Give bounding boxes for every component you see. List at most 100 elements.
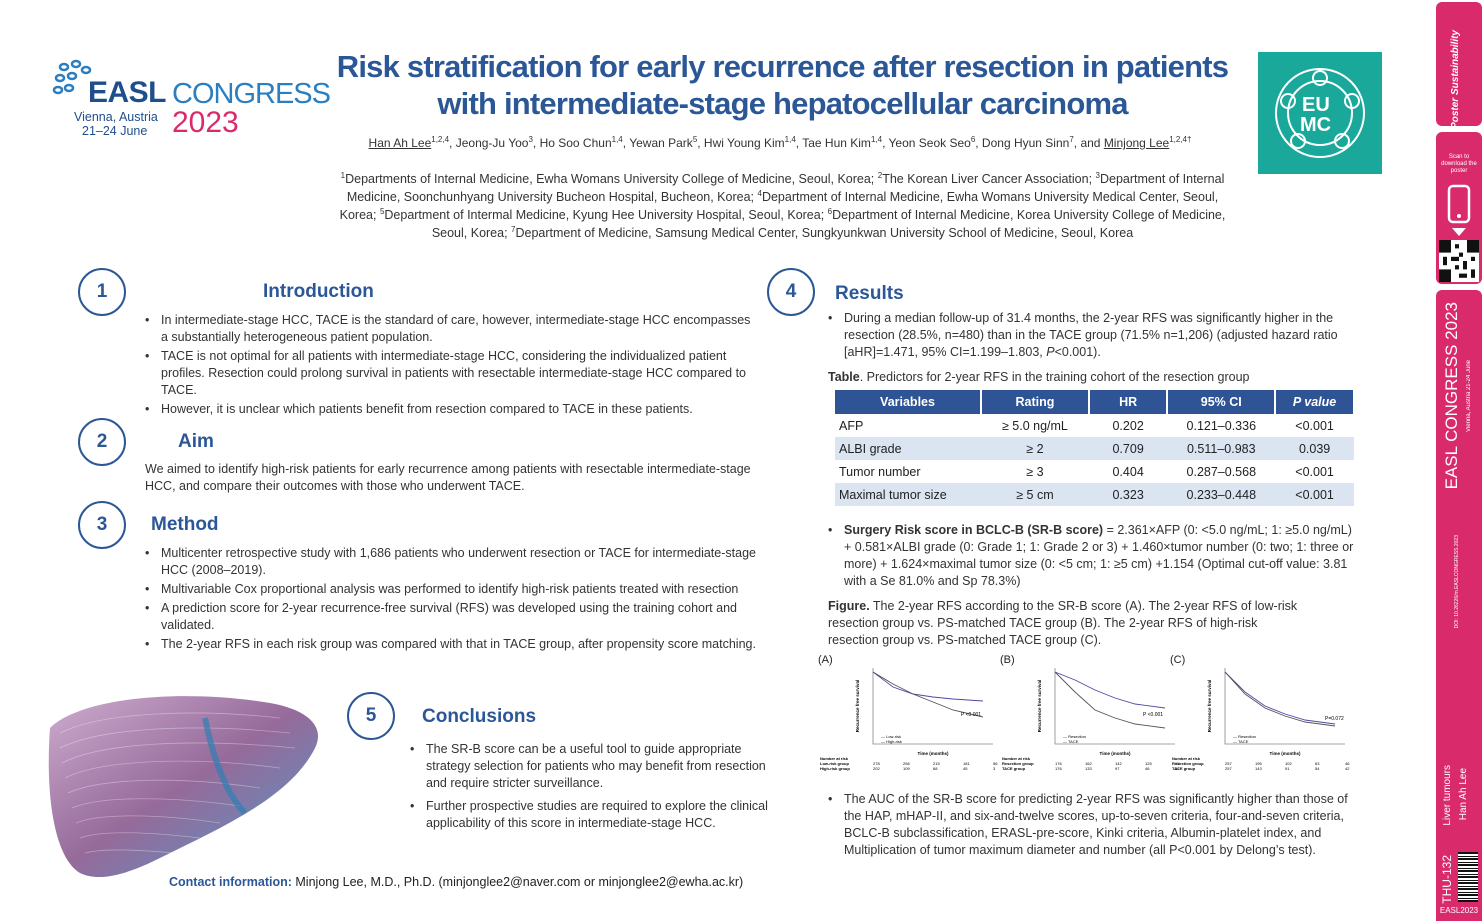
list-item: TACE is not optimal for all patients wit… [145,348,760,399]
poster-sustainability-logo: Poster Sustainability [1450,30,1461,129]
km-panel: (C) Recurrence free survival Time (months)… [1170,652,1350,774]
contact-information: Contact information: Minjong Lee, M.D., … [169,875,743,889]
section-number-4: 4 [767,268,815,316]
table-cell: 0.233–0.448 [1167,483,1276,506]
sidebar-code: THU-132 [1440,855,1454,904]
km-risk-value: 278 [873,761,880,766]
table-header-cell: P value [1275,390,1355,414]
km-legend-entry: — Low-risk [881,734,901,739]
km-risk-value: 45 [963,766,968,771]
liver-illustration [48,696,318,878]
km-panel: (B) Recurrence free survival Time (months)… [1000,652,1180,774]
qr-code[interactable] [1439,240,1479,282]
section-number-3: 3 [78,501,126,549]
sidebar-author: Han Ah Lee [1458,768,1469,821]
table-row: ALBI grade ≥ 2 0.709 0.511–0.983 0.039 [835,437,1354,460]
table-caption: Table. Predictors for 2-year RFS in the … [828,370,1250,384]
km-plot: Recurrence free survival Time (months) P <… [1002,668,1180,771]
results-list-2: Surgery Risk score in BCLC-B (SR-B score… [828,522,1358,592]
section-heading-results: Results [835,283,904,304]
section-heading-method: Method [151,514,219,535]
table-cell: 0.323 [1088,483,1168,506]
km-risk-value: 42 [1345,766,1350,771]
km-risk-value: 143 [1255,766,1262,771]
sidebar-congress: EASL CONGRESS 2023 [1442,302,1461,490]
km-panel-label: (A) [818,654,833,666]
km-risk-value: 68 [933,766,938,771]
table-cell: ≥ 5.0 ng/mL [981,414,1089,437]
km-plot: Recurrence free survival Time (months) P=0… [1172,668,1350,771]
easl-congress-logo: EASL CONGRESS Vienna, Austria 21–24 June… [52,58,331,139]
km-risk-value: 37 [1175,766,1180,771]
list-item: A prediction score for 2-year recurrence… [145,600,770,634]
km-risk-value: 56 [993,761,998,766]
km-risk-value: 215 [933,761,940,766]
km-plot: Recurrence free survival Time (months) P <… [820,668,998,771]
km-risk-value: 63 [1315,761,1320,766]
km-risk-row-name: TACE group [1172,766,1196,771]
list-item: Multivariable Cox proportional analysis … [145,581,770,598]
author-list: Han Ah Lee1,2,4, Jeong-Ju Yoo3, Ho Soo C… [368,135,1192,151]
eumc-text-1: EU [1302,94,1330,116]
table-row: AFP ≥ 5.0 ng/mL 0.202 0.121–0.336 <0.001 [835,414,1354,437]
table-header-cell: HR [1088,390,1169,414]
sidebar-doi: DOI: 10.26226/m.EASLCONGRESS.2023 [1454,535,1460,629]
km-curve [1224,671,1336,725]
table-cell: Tumor number [835,460,981,483]
easl-text: EASL [88,76,167,109]
poster-title: Risk stratification for early recurrence… [330,48,1235,122]
km-risk-value: 125 [1145,761,1152,766]
km-curve [872,671,984,718]
aim-text: We aimed to identify high-risk patients … [145,462,751,493]
easl-dots-icon [52,59,92,95]
section-heading-introduction: Introduction [263,281,374,302]
km-panel-label: (B) [1000,654,1015,666]
table-cell: 0.202 [1088,414,1168,437]
km-risk-value: 3 [993,766,996,771]
title-line-1: Risk stratification for early recurrence… [336,49,1229,84]
table-header-cell: 95% CI [1167,390,1277,414]
phone-icon [1447,184,1471,236]
predictors-table: Variables Rating HR 95% CI P value AFP ≥ … [835,390,1355,506]
logo-dates: 21–24 June [82,124,148,138]
km-legend-entry: — TACE [1233,739,1249,744]
barcode [1458,852,1478,902]
list-item: In intermediate-stage HCC, TACE is the s… [145,312,760,346]
table-row: Tumor number ≥ 3 0.404 0.287–0.568 <0.001 [835,460,1354,483]
km-ylabel: Recurrence free survival [855,680,860,733]
km-xlabel: Time (months) [1270,751,1301,756]
sidebar-qr-block: Scan to download the poster [1436,132,1482,284]
km-risk-value: 54 [1315,766,1320,771]
title-line-2: with intermediate-stage hepatocellular c… [437,86,1128,121]
sidebar-footer: EASL2023 [1439,906,1479,915]
table-cell: ≥ 2 [981,437,1089,460]
km-axis [1054,668,1175,745]
km-axis [1224,668,1345,745]
table-cell: ≥ 3 [981,460,1089,483]
km-risk-row-name: Low-risk group [820,761,849,766]
km-xlabel: Time (months) [918,751,949,756]
poster-sidebar: Poster Sustainability Scan to download t… [1436,0,1482,921]
km-risk-value: 162 [1085,761,1092,766]
contact-text: Minjong Lee, M.D., Ph.D. (minjonglee2@na… [291,875,744,889]
km-legend-entry: — High-risk [881,739,902,744]
list-item: Surgery Risk score in BCLC-B (SR-B score… [828,522,1358,590]
km-curve [1054,671,1166,709]
sidebar-top-block: Poster Sustainability [1436,2,1482,129]
table-header-cell: Variables [835,390,982,414]
table-cell: <0.001 [1275,460,1354,483]
section-number-2: 2 [78,418,126,466]
results-list-1: During a median follow-up of 31.4 months… [828,310,1358,363]
logo-city: Vienna, Austria [74,110,158,124]
km-risk-value: 46 [1145,766,1150,771]
sidebar-city: Vienna, Austria 21-24 June [1466,360,1472,432]
figure-caption: Figure. The 2-year RFS according to the … [828,599,1298,647]
km-risk-value: 256 [903,761,910,766]
km-risk-value: 181 [963,761,970,766]
table-cell: 0.121–0.336 [1167,414,1276,437]
section-heading-conclusions: Conclusions [422,706,537,727]
sidebar-topic: Liver tumours [1442,765,1453,826]
eumc-emblem-icon [1275,68,1365,158]
table-row: Maximal tumor size ≥ 5 cm 0.323 0.233–0.448… [835,483,1354,506]
km-curve [1054,671,1166,729]
